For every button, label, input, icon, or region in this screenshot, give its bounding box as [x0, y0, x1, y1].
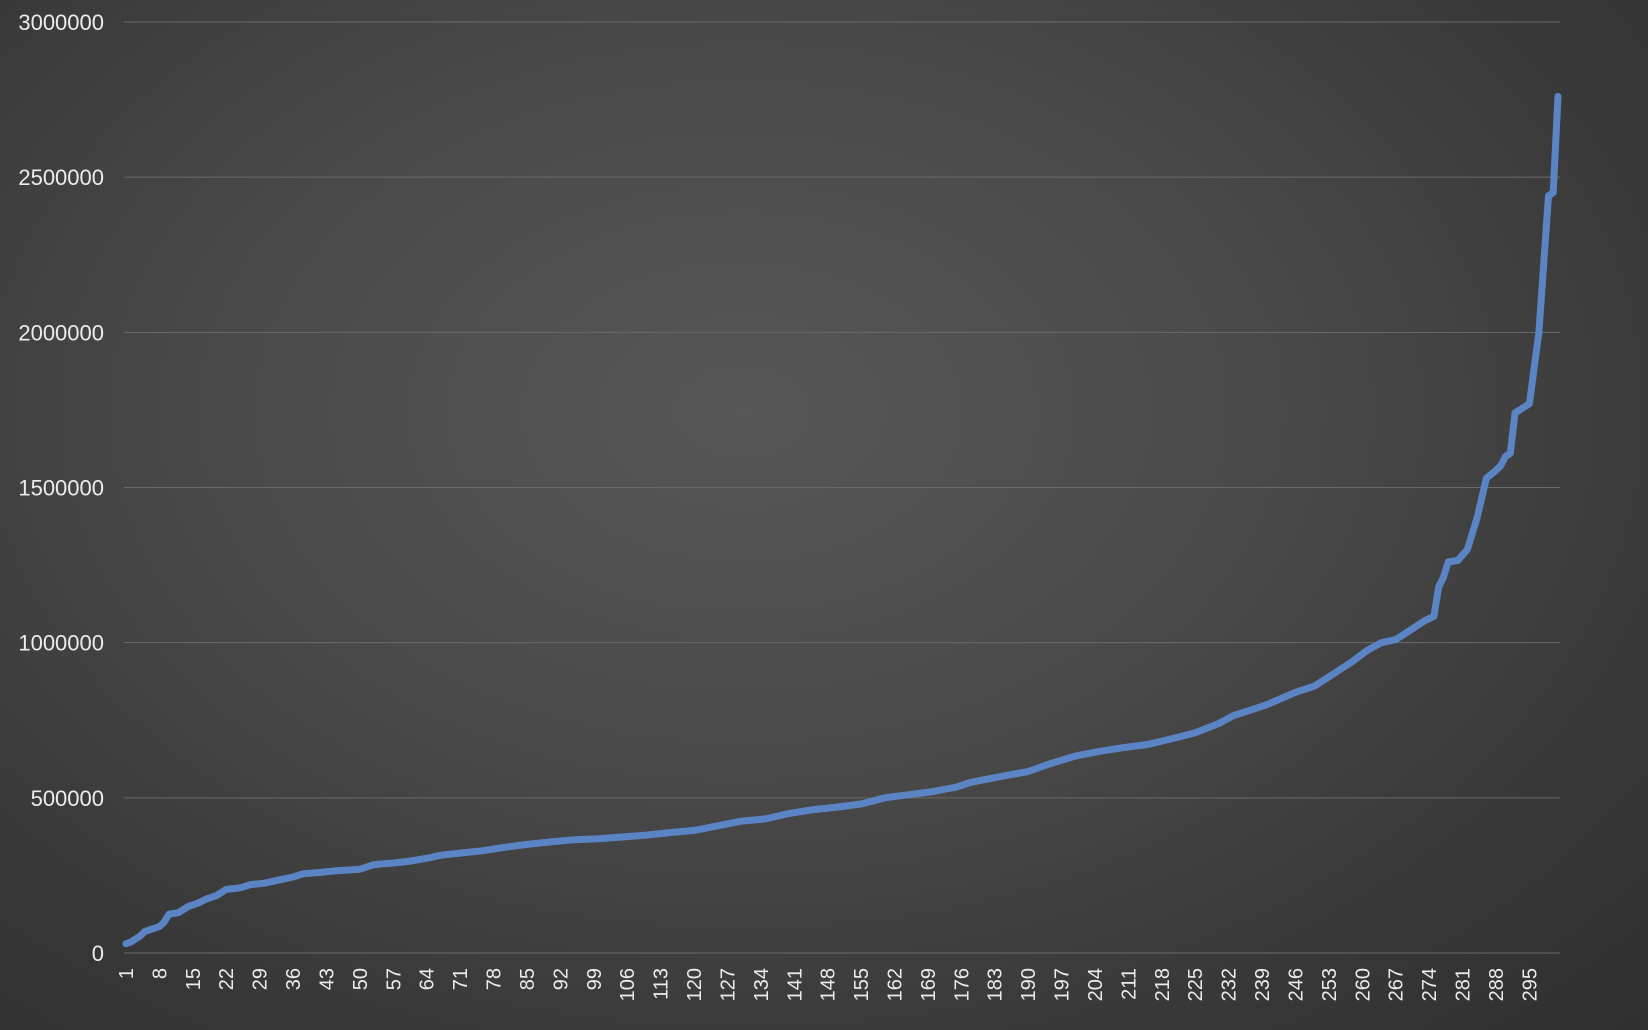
x-tick-label: 57	[383, 968, 405, 990]
x-tick-label: 281	[1453, 968, 1475, 1001]
x-tick-label: 22	[216, 968, 238, 990]
x-tick-label: 253	[1319, 968, 1341, 1001]
x-tick-label: 211	[1118, 968, 1140, 1000]
x-tick-label: 71	[450, 968, 472, 990]
x-tick-label: 295	[1519, 968, 1541, 1001]
x-tick-label: 204	[1085, 968, 1107, 1001]
x-tick-label: 64	[417, 968, 439, 990]
x-tick-label: 113	[651, 968, 673, 1000]
y-tick-label: 2500000	[18, 165, 104, 190]
series-layer	[122, 93, 1562, 948]
x-tick-label: 239	[1252, 968, 1274, 1001]
x-tick-label: 127	[717, 968, 739, 1001]
x-tick-label: 267	[1386, 968, 1408, 1001]
x-tick-label: 183	[985, 968, 1007, 1001]
x-tick-label: 162	[885, 968, 907, 1001]
x-tick-label: 15	[183, 968, 205, 990]
x-tick-label: 288	[1486, 968, 1508, 1001]
x-tick-label: 246	[1285, 968, 1307, 1001]
x-tick-label: 85	[517, 968, 539, 990]
x-tick-label: 1	[116, 968, 138, 979]
x-tick-label: 169	[918, 968, 940, 1001]
x-tick-label: 43	[316, 968, 338, 990]
x-tick-label: 155	[851, 968, 873, 1001]
x-tick-label: 190	[1018, 968, 1040, 1001]
y-tick-label: 1500000	[18, 476, 104, 501]
x-tick-label: 176	[951, 968, 973, 1001]
y-tick-label: 0	[92, 941, 104, 966]
x-tick-label: 274	[1419, 968, 1441, 1001]
x-tick-label: 106	[617, 968, 639, 1001]
x-tick-label: 29	[250, 968, 272, 990]
y-tick-label: 500000	[31, 786, 104, 811]
x-tick-label: 148	[818, 968, 840, 1001]
x-tick-label: 197	[1052, 968, 1074, 1001]
x-tick-label: 36	[283, 968, 305, 990]
x-tick-label: 218	[1152, 968, 1174, 1001]
x-tick-label: 78	[484, 968, 506, 990]
x-tick-label: 99	[584, 968, 606, 990]
x-tick-label: 50	[350, 968, 372, 990]
x-tick-label: 120	[684, 968, 706, 1001]
x-axis-ticks: 1 8 15 22 29 36 43 50 57 64 71 78 85 92 99 106 113 120 127…	[116, 968, 1541, 1001]
x-tick-label: 225	[1185, 968, 1207, 1001]
gridlines	[124, 21, 1560, 954]
x-tick-label: 8	[149, 968, 171, 979]
series-line	[122, 93, 1562, 948]
x-tick-label: 260	[1352, 968, 1374, 1001]
y-axis-ticks: 0 500000 1000000 1500000 2000000 2500000 30000…	[18, 10, 104, 966]
y-tick-label: 3000000	[18, 10, 104, 35]
x-tick-label: 92	[550, 968, 572, 990]
x-tick-label: 232	[1219, 968, 1241, 1001]
x-tick-label: 141	[784, 968, 806, 1001]
y-tick-label: 1000000	[18, 631, 104, 656]
y-tick-label: 2000000	[18, 320, 104, 345]
x-tick-label: 134	[751, 968, 773, 1001]
